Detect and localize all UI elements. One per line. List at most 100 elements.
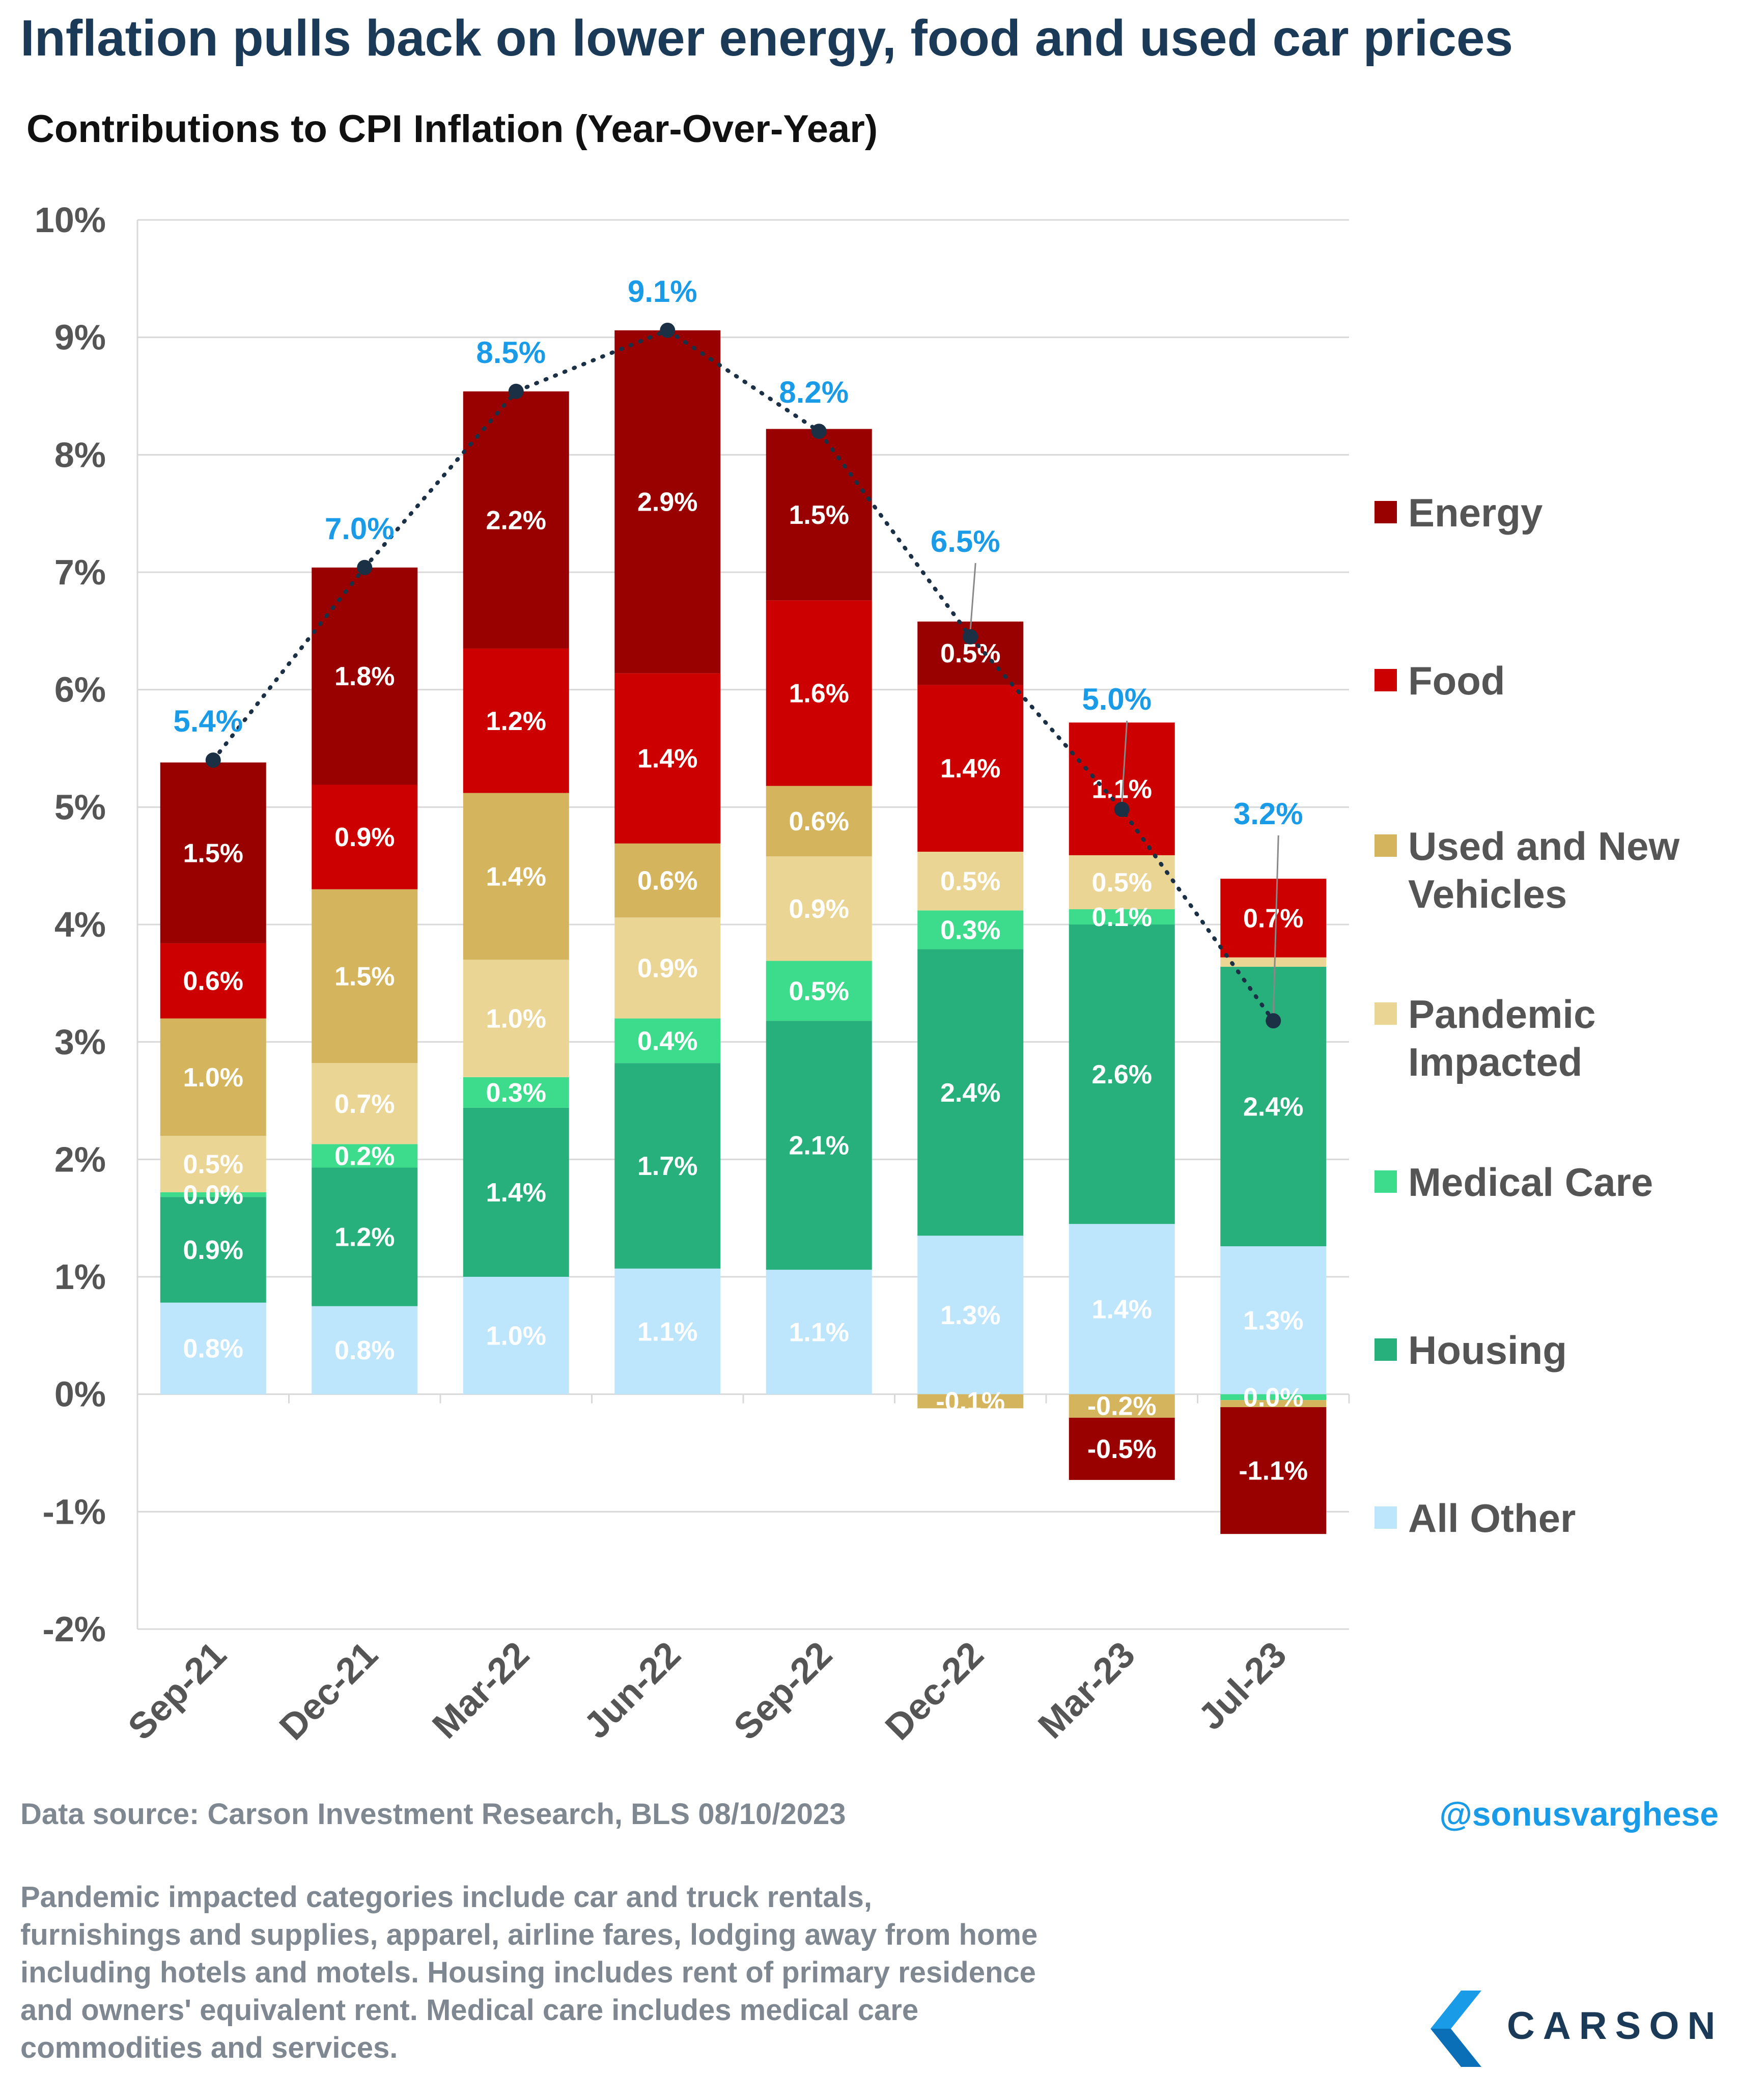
- total-label-leader: [1272, 835, 1279, 1014]
- segment-data-label: 2.1%: [789, 1131, 849, 1161]
- segment-data-label: 1.4%: [1091, 1295, 1152, 1324]
- legend-swatch: [1375, 1506, 1397, 1529]
- chart-legend: Energy Food Used and New Vehicles Pandemic …: [1375, 0, 1731, 1680]
- segment-data-label: 1.6%: [789, 679, 849, 709]
- bar-segment: [766, 600, 872, 786]
- stacked-bar-chart: -2% -1% 0% 1% 2% 3% 4% 5% 6% 7% 8% 9% 10% 0.8% 0.9% 0.0…: [35, 200, 1350, 1748]
- legend-swatch: [1375, 669, 1397, 691]
- segment-data-label: 0.5%: [940, 867, 1001, 897]
- legend-item: Medical Care: [1375, 1158, 1724, 1206]
- segment-data-label: 1.2%: [334, 1223, 395, 1252]
- bar-segment: [1069, 1394, 1175, 1418]
- bar-segment: [160, 1192, 266, 1197]
- segment-data-label: 1.3%: [940, 1301, 1001, 1330]
- legend-label: Medical Care: [1408, 1160, 1653, 1205]
- segment-data-label: 0.2%: [334, 1141, 395, 1171]
- y-tick-label: -1%: [43, 1492, 106, 1531]
- carson-chevron-icon: [1431, 1991, 1481, 2067]
- legend-swatch: [1375, 1170, 1397, 1193]
- bar-segment: [312, 1144, 418, 1168]
- bar-segment: [766, 1270, 872, 1394]
- segment-data-label: 1.1%: [789, 1318, 849, 1347]
- bar-segment: [1220, 879, 1327, 958]
- segment-data-label: 0.5%: [183, 1150, 243, 1180]
- bar-segment: [463, 1107, 569, 1277]
- segment-data-label: 0.1%: [1091, 903, 1152, 932]
- segment-data-label: 0.8%: [334, 1336, 395, 1365]
- segment-data-label: 0.8%: [183, 1334, 243, 1364]
- segment-data-label: 0.4%: [637, 1026, 698, 1056]
- total-cpi-point: [660, 322, 676, 338]
- segment-data-label: 0.0%: [183, 1181, 243, 1210]
- legend-item: Used and New Vehicles: [1375, 822, 1724, 918]
- bar-segment: [766, 856, 872, 961]
- x-category-label: Dec-22: [878, 1634, 992, 1748]
- segment-data-label: 1.0%: [486, 1004, 546, 1034]
- total-cpi-label: 5.4%: [173, 704, 243, 738]
- total-label-leader: [1121, 720, 1128, 802]
- segment-data-label: 0.7%: [1243, 904, 1304, 933]
- legend-item: Energy: [1375, 489, 1724, 537]
- bar-segment: [463, 1077, 569, 1108]
- total-cpi-label: 5.0%: [1082, 682, 1152, 716]
- bar-segment: [160, 1197, 266, 1303]
- legend-item: Pandemic Impacted: [1375, 990, 1724, 1086]
- total-cpi-point: [357, 559, 373, 575]
- bar-segment: [160, 1302, 266, 1394]
- segment-data-label: 0.9%: [183, 1236, 243, 1265]
- segment-data-label: 1.5%: [183, 838, 243, 868]
- bar-segment: [1220, 1400, 1327, 1408]
- total-cpi-label: 6.5%: [931, 524, 1000, 558]
- bar-segment: [766, 961, 872, 1021]
- segment-data-label: 1.4%: [940, 754, 1001, 783]
- x-category-label: Sep-21: [121, 1634, 235, 1748]
- segment-data-label: -0.2%: [1087, 1392, 1157, 1421]
- y-tick-label: 7%: [54, 552, 106, 592]
- segment-data-label: 1.4%: [486, 1178, 546, 1208]
- bar-segment: [160, 943, 266, 1019]
- segment-data-label: 1.4%: [637, 744, 698, 774]
- y-tick-label: 0%: [54, 1375, 106, 1414]
- segment-data-label: 1.7%: [637, 1152, 698, 1181]
- y-tick-label: 8%: [54, 435, 106, 474]
- bar-segment: [1220, 1246, 1327, 1394]
- y-tick-label: 1%: [54, 1257, 106, 1297]
- category-definitions-note: Pandemic impacted categories include car…: [20, 1881, 1038, 2064]
- y-tick-label: 5%: [54, 787, 106, 827]
- x-category-label: Jun-22: [576, 1634, 689, 1747]
- total-cpi-label: 8.2%: [779, 375, 849, 409]
- bar-segment: [1069, 855, 1175, 910]
- x-category-label: Dec-21: [272, 1634, 386, 1748]
- segment-data-label: 1.3%: [1243, 1306, 1304, 1335]
- segment-data-label: 2.9%: [637, 488, 698, 517]
- carson-logo-text: CARSON: [1507, 2004, 1724, 2048]
- bar-segment: [917, 1394, 1024, 1409]
- bar-segment: [614, 1268, 721, 1394]
- total-cpi-point: [1114, 801, 1130, 817]
- total-cpi-label: 7.0%: [325, 512, 395, 546]
- bar-segment: [917, 949, 1024, 1236]
- bar-segment: [1069, 1417, 1175, 1480]
- segment-data-label: 0.5%: [789, 976, 849, 1006]
- legend-label: Housing: [1408, 1328, 1567, 1373]
- bar-segment: [463, 793, 569, 960]
- x-category-label: Mar-23: [1030, 1634, 1143, 1747]
- segment-data-label: 0.5%: [1091, 868, 1152, 898]
- chart-subtitle: Contributions to CPI Inflation (Year-Ove…: [26, 107, 878, 151]
- bar-segment: [614, 330, 721, 674]
- bar-segment: [312, 1306, 418, 1394]
- total-label-leader: [969, 563, 976, 629]
- legend-swatch: [1375, 1338, 1397, 1361]
- bar-segment: [1069, 925, 1175, 1224]
- legend-label: Used and New Vehicles: [1408, 824, 1680, 916]
- segment-data-label: 2.4%: [940, 1078, 1001, 1108]
- segment-data-label: -1.1%: [1239, 1457, 1308, 1486]
- segment-data-label: 0.6%: [637, 866, 698, 896]
- bar-segment: [463, 648, 569, 793]
- bar-segment: [1069, 1224, 1175, 1394]
- bar-segment: [917, 685, 1024, 852]
- legend-label: Pandemic Impacted: [1408, 992, 1596, 1084]
- bar-segment: [463, 960, 569, 1077]
- total-cpi-label: 8.5%: [476, 335, 546, 370]
- legend-label: All Other: [1408, 1496, 1576, 1541]
